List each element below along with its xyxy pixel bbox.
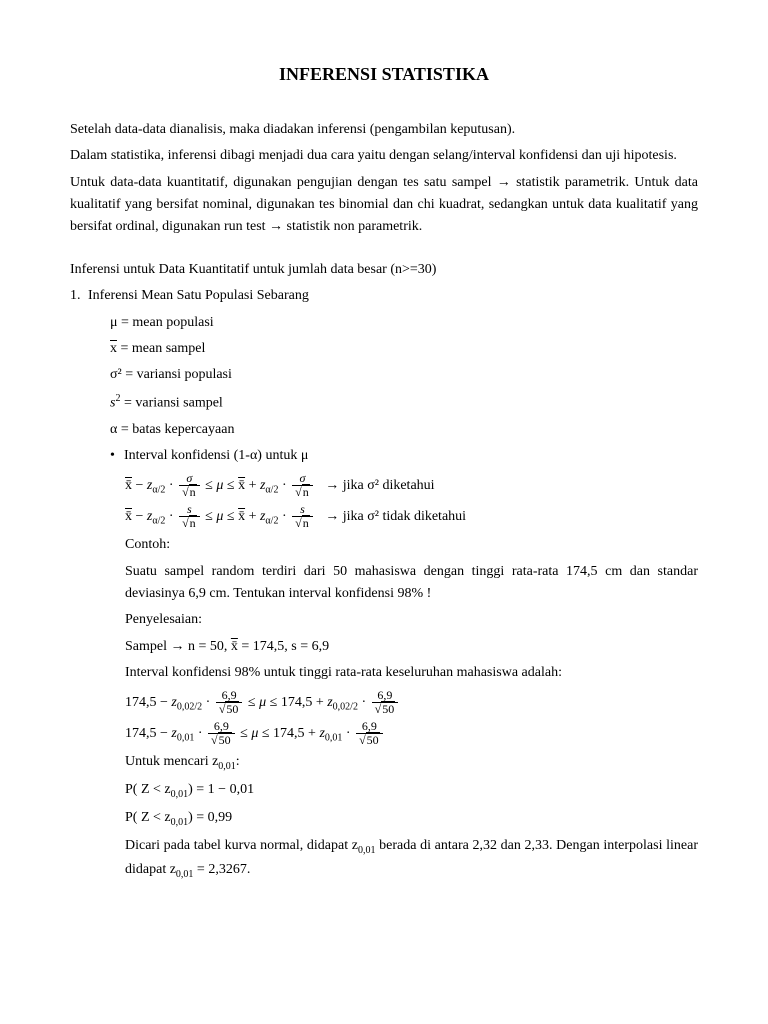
def-alpha: α = batas kepercayaan bbox=[70, 419, 698, 441]
penyelesaian-label: Penyelesaian: bbox=[70, 609, 698, 631]
list-item-title: Inferensi Mean Satu Populasi Sebarang bbox=[88, 285, 309, 307]
def-s2: s2 = variansi sampel bbox=[70, 391, 698, 415]
intro-p2: Dalam statistika, inferensi dibagi menja… bbox=[70, 145, 698, 167]
page-title: INFERENSI STATISTIKA bbox=[70, 60, 698, 89]
def-mu: μ = mean populasi bbox=[70, 312, 698, 334]
intro-p1: Setelah data-data dianalisis, maka diada… bbox=[70, 119, 698, 141]
formula-sigma-unknown: x̄ − zα/2 · sn ≤ μ ≤ x̄ + zα/2 · sn → ji… bbox=[70, 503, 698, 530]
intro-p3: Untuk data-data kuantitatif, digunakan p… bbox=[70, 172, 698, 239]
formula-numeric-1: 174,5 − z0,02/2 · 6,950 ≤ μ ≤ 174,5 + z0… bbox=[70, 689, 698, 716]
list-item-1: 1. Inferensi Mean Satu Populasi Sebarang bbox=[70, 285, 698, 307]
interval-text: Interval konfidensi 98% untuk tinggi rat… bbox=[70, 662, 698, 684]
untuk-mencari: Untuk mencari z0,01: bbox=[70, 751, 698, 775]
formula-numeric-2: 174,5 − z0,01 · 6,950 ≤ μ ≤ 174,5 + z0,0… bbox=[70, 720, 698, 747]
interval-heading: •Interval konfidensi (1-α) untuk μ bbox=[70, 445, 698, 467]
dicari-text: Dicari pada tabel kurva normal, didapat … bbox=[70, 835, 698, 883]
list-number: 1. bbox=[70, 285, 88, 307]
section-heading: Inferensi untuk Data Kuantitatif untuk j… bbox=[70, 259, 698, 281]
pz-line-2: P( Z < z0,01) = 0,99 bbox=[70, 807, 698, 831]
formula-sigma-known: x̄ − zα/2 · σn ≤ μ ≤ x̄ + zα/2 · σn → ji… bbox=[70, 472, 698, 499]
contoh-label: Contoh: bbox=[70, 534, 698, 556]
def-xbar: x = mean sampel bbox=[70, 338, 698, 360]
sampel-line: Sampel → n = 50, x̄ = 174,5, s = 6,9 bbox=[70, 636, 698, 658]
contoh-text: Suatu sampel random terdiri dari 50 maha… bbox=[70, 561, 698, 606]
def-sigma2: σ² = variansi populasi bbox=[70, 364, 698, 386]
pz-line-1: P( Z < z0,01) = 1 − 0,01 bbox=[70, 779, 698, 803]
